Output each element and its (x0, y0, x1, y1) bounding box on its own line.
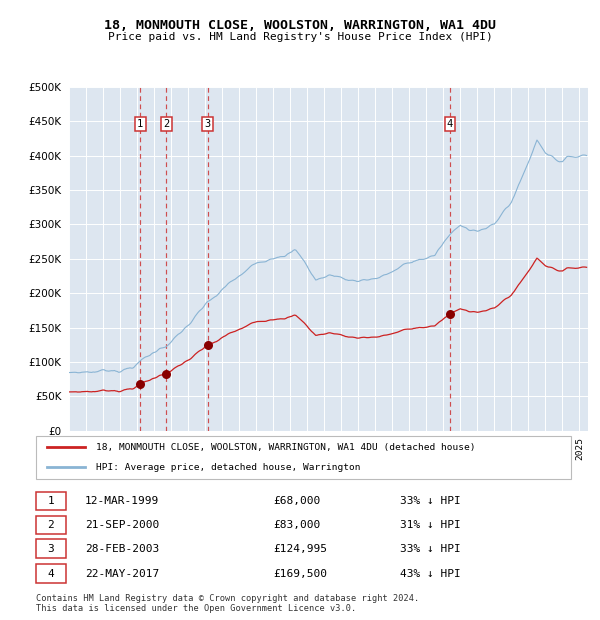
Text: 12-MAR-1999: 12-MAR-1999 (85, 496, 160, 506)
Text: 2: 2 (163, 119, 169, 129)
FancyBboxPatch shape (35, 516, 66, 534)
Text: £124,995: £124,995 (273, 544, 327, 554)
Text: 4: 4 (47, 569, 54, 578)
FancyBboxPatch shape (35, 539, 66, 558)
Text: 2: 2 (47, 520, 54, 530)
Text: 21-SEP-2000: 21-SEP-2000 (85, 520, 160, 530)
FancyBboxPatch shape (35, 492, 66, 510)
Text: 18, MONMOUTH CLOSE, WOOLSTON, WARRINGTON, WA1 4DU (detached house): 18, MONMOUTH CLOSE, WOOLSTON, WARRINGTON… (96, 443, 476, 451)
Text: £83,000: £83,000 (273, 520, 320, 530)
Text: £68,000: £68,000 (273, 496, 320, 506)
Text: 33% ↓ HPI: 33% ↓ HPI (400, 544, 461, 554)
Text: £169,500: £169,500 (273, 569, 327, 578)
Text: 3: 3 (47, 544, 54, 554)
FancyBboxPatch shape (35, 564, 66, 583)
Text: 33% ↓ HPI: 33% ↓ HPI (400, 496, 461, 506)
Text: 3: 3 (205, 119, 211, 129)
Text: 1: 1 (137, 119, 143, 129)
Text: Contains HM Land Registry data © Crown copyright and database right 2024.
This d: Contains HM Land Registry data © Crown c… (35, 594, 419, 613)
Text: 22-MAY-2017: 22-MAY-2017 (85, 569, 160, 578)
Text: 31% ↓ HPI: 31% ↓ HPI (400, 520, 461, 530)
Text: 4: 4 (447, 119, 453, 129)
Text: 43% ↓ HPI: 43% ↓ HPI (400, 569, 461, 578)
Text: 28-FEB-2003: 28-FEB-2003 (85, 544, 160, 554)
Text: 18, MONMOUTH CLOSE, WOOLSTON, WARRINGTON, WA1 4DU: 18, MONMOUTH CLOSE, WOOLSTON, WARRINGTON… (104, 19, 496, 32)
Text: 1: 1 (47, 496, 54, 506)
FancyBboxPatch shape (35, 436, 571, 479)
Text: HPI: Average price, detached house, Warrington: HPI: Average price, detached house, Warr… (96, 463, 361, 472)
Text: Price paid vs. HM Land Registry's House Price Index (HPI): Price paid vs. HM Land Registry's House … (107, 32, 493, 42)
